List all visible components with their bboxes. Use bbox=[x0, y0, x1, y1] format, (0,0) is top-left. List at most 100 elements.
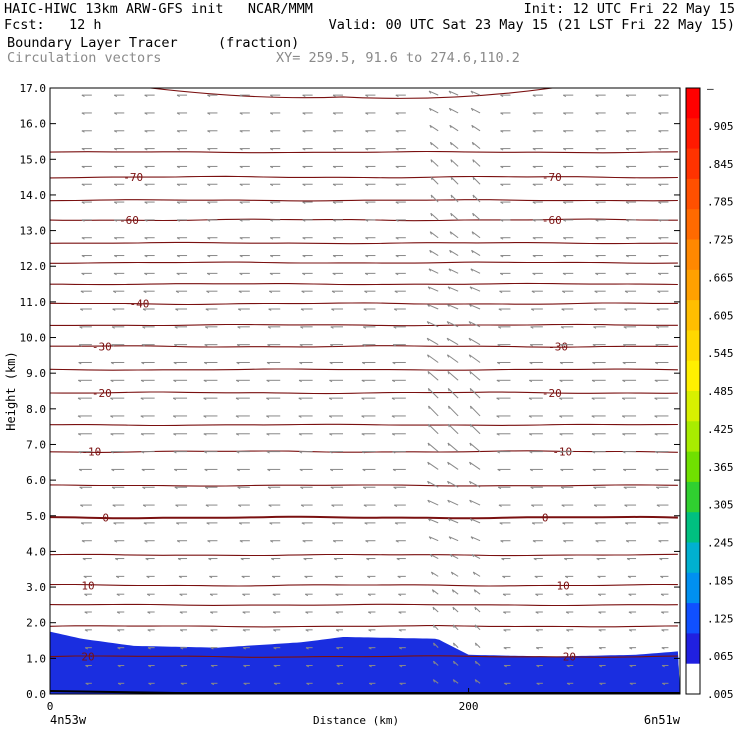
wind-vector-head bbox=[502, 593, 506, 597]
wind-vector-head bbox=[302, 540, 306, 543]
wind-vector-head bbox=[172, 415, 177, 418]
wind-vector-head bbox=[269, 148, 274, 151]
wind-vector-head bbox=[559, 433, 563, 436]
wind-vector-head bbox=[625, 272, 629, 276]
wind-vector bbox=[470, 405, 481, 417]
wind-vector-head bbox=[332, 112, 336, 115]
wind-vector-head bbox=[144, 94, 148, 98]
wind-vector-head bbox=[532, 272, 536, 276]
wind-vector-head bbox=[361, 415, 365, 418]
wind-vector-head bbox=[176, 148, 180, 151]
wind-vector-head bbox=[430, 213, 433, 217]
wind-vector-head bbox=[427, 354, 430, 358]
wind-vector bbox=[450, 141, 459, 149]
wind-vector bbox=[468, 321, 481, 328]
y-tick-label: 3.0 bbox=[26, 581, 46, 594]
wind-vector-head bbox=[114, 94, 118, 98]
wind-vector-head bbox=[625, 148, 629, 151]
wind-vector-head bbox=[496, 397, 500, 401]
wind-vector-head bbox=[113, 522, 117, 525]
wind-vector bbox=[449, 249, 459, 256]
wind-vector-head bbox=[332, 130, 336, 133]
wind-vector-head bbox=[335, 593, 339, 597]
wind-vector-head bbox=[503, 647, 507, 650]
wind-vector-head bbox=[654, 379, 658, 383]
wind-vector-head bbox=[427, 499, 430, 503]
wind-vector-head bbox=[474, 642, 477, 646]
wind-vector-head bbox=[625, 94, 629, 98]
wind-vector-head bbox=[563, 183, 567, 187]
y-tick-label: 1.0 bbox=[26, 652, 46, 665]
wind-vector-head bbox=[81, 165, 85, 169]
wind-vector-head bbox=[84, 593, 88, 597]
wind-vector-head bbox=[115, 558, 119, 561]
wind-vector bbox=[474, 606, 481, 613]
wind-vector-head bbox=[432, 679, 436, 683]
colorbar-swatch bbox=[686, 269, 700, 301]
isotherm-label: 0 bbox=[102, 512, 109, 525]
wind-vector bbox=[432, 589, 439, 595]
wind-vector bbox=[428, 518, 439, 524]
wind-vector-head bbox=[332, 165, 336, 169]
wind-vector bbox=[447, 286, 459, 292]
wind-vector-head bbox=[395, 148, 399, 151]
wind-vector-head bbox=[203, 362, 208, 365]
wind-vector-head bbox=[501, 558, 505, 561]
wind-vector-head bbox=[655, 486, 660, 490]
wind-vector-head bbox=[395, 130, 399, 133]
wind-vector-head bbox=[365, 94, 369, 98]
wind-vector-head bbox=[560, 344, 564, 347]
wind-vector-head bbox=[365, 183, 369, 187]
wind-vector bbox=[427, 499, 439, 506]
isotherm-label: -70 bbox=[123, 171, 143, 184]
wind-vector-head bbox=[116, 611, 120, 614]
tracer-fill-layer bbox=[50, 631, 680, 694]
wind-vector-head bbox=[660, 593, 664, 597]
wind-vector-head bbox=[598, 611, 602, 614]
wind-vector bbox=[453, 642, 459, 649]
wind-vector-head bbox=[239, 148, 243, 151]
wind-vector-head bbox=[447, 461, 450, 466]
wind-vector-head bbox=[391, 433, 396, 436]
wind-vector-head bbox=[301, 290, 305, 294]
wind-vector-head bbox=[562, 522, 566, 525]
wind-vector bbox=[428, 423, 439, 435]
wind-vector-head bbox=[203, 397, 207, 401]
wind-vector-head bbox=[472, 571, 476, 575]
wind-vector-head bbox=[529, 362, 533, 365]
contour-line bbox=[50, 368, 678, 371]
wind-vector bbox=[468, 337, 481, 346]
y-tick-label: 17.0 bbox=[20, 82, 47, 95]
wind-vector-head bbox=[564, 558, 568, 561]
wind-vector-head bbox=[239, 183, 243, 187]
wind-vector-head bbox=[450, 194, 453, 198]
wind-vector-head bbox=[239, 130, 243, 133]
colorbar-label: .125 bbox=[707, 612, 734, 625]
wind-vector bbox=[449, 231, 459, 239]
wind-vector-head bbox=[532, 201, 536, 204]
wind-vector bbox=[447, 303, 459, 310]
wind-vector bbox=[427, 286, 439, 292]
wind-vector-head bbox=[625, 201, 629, 204]
wind-vector-head bbox=[142, 486, 146, 490]
wind-vector-head bbox=[266, 362, 270, 365]
wind-vector-head bbox=[432, 624, 435, 628]
wind-vector bbox=[433, 660, 439, 666]
wind-vector-head bbox=[207, 94, 211, 98]
wind-vector-head bbox=[500, 94, 504, 98]
wind-vector-head bbox=[625, 130, 629, 133]
colorbar-label: .725 bbox=[707, 234, 734, 247]
colorbar-swatch bbox=[686, 330, 700, 362]
colorbar-label: .665 bbox=[707, 271, 734, 284]
wind-vector bbox=[430, 194, 439, 203]
colorbar-label: .185 bbox=[707, 574, 734, 587]
wind-vector-head bbox=[628, 593, 632, 597]
wind-vector-head bbox=[81, 219, 85, 222]
wind-vector-head bbox=[536, 665, 540, 668]
wind-vector bbox=[452, 606, 459, 613]
y-tick-label: 12.0 bbox=[20, 260, 47, 273]
wind-vector-head bbox=[147, 593, 151, 597]
wind-vector-head bbox=[502, 575, 506, 579]
wind-vector-head bbox=[78, 468, 82, 472]
wind-vector-head bbox=[141, 344, 145, 347]
